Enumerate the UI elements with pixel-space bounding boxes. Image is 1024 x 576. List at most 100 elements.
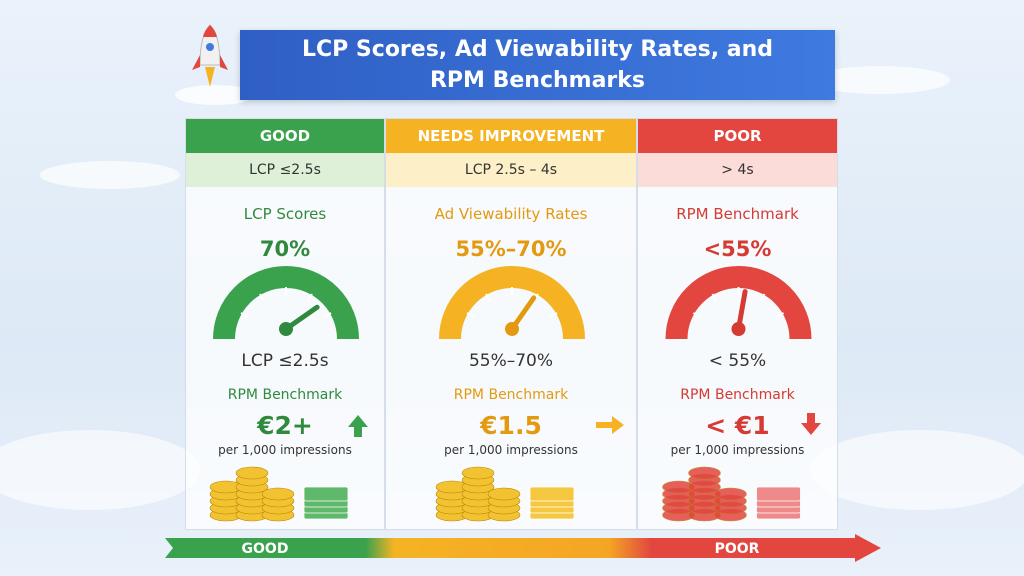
threshold: LCP ≤2.5s bbox=[186, 153, 384, 187]
column-header: NEEDS IMPROVEMENT bbox=[386, 119, 636, 153]
coin bbox=[435, 487, 469, 501]
banknote bbox=[303, 504, 349, 520]
gauge bbox=[213, 266, 359, 340]
coin bbox=[662, 508, 695, 522]
gauge-tick bbox=[759, 293, 766, 302]
rpm-label: RPM Benchmark bbox=[680, 387, 795, 403]
coin bbox=[487, 487, 521, 501]
gauge-label: 55%–70% bbox=[468, 351, 554, 371]
gauge-hub bbox=[279, 322, 293, 336]
banknote bbox=[756, 486, 801, 502]
banknote bbox=[529, 504, 575, 520]
metric-value: 70% bbox=[259, 237, 311, 261]
metric-title: Ad Viewability Rates bbox=[434, 205, 588, 223]
gauge bbox=[665, 266, 812, 340]
gauge-tick bbox=[485, 293, 491, 302]
banknote bbox=[756, 504, 801, 520]
scale-end: POOR bbox=[715, 541, 760, 557]
banknote bbox=[303, 486, 349, 502]
metric-value: <55% bbox=[703, 237, 772, 261]
gauge-needle bbox=[509, 295, 537, 332]
metric-value: 55%–70% bbox=[455, 237, 567, 261]
gauge-tick bbox=[711, 293, 718, 302]
title-line: RPM Benchmarks bbox=[429, 68, 645, 93]
gauge-label: LCP ≤2.5s bbox=[241, 351, 329, 371]
threshold: > 4s bbox=[638, 153, 837, 187]
coin bbox=[261, 494, 295, 508]
coin bbox=[435, 480, 469, 494]
banknote bbox=[756, 498, 801, 514]
gauge-tick bbox=[307, 293, 313, 302]
coin bbox=[714, 494, 747, 508]
metric-title: RPM Benchmark bbox=[676, 205, 799, 223]
coin bbox=[235, 480, 269, 494]
coin bbox=[461, 466, 495, 480]
coin bbox=[435, 501, 469, 515]
coin bbox=[688, 487, 721, 501]
gauge-tick bbox=[549, 312, 558, 318]
rpm-note: per 1,000 impressions bbox=[670, 443, 805, 457]
scale-start: GOOD bbox=[242, 541, 289, 557]
metric-title: LCP Scores bbox=[243, 205, 327, 223]
coin bbox=[461, 501, 495, 515]
banknote bbox=[303, 498, 349, 514]
coin bbox=[235, 473, 269, 487]
rpm-label: RPM Benchmark bbox=[227, 387, 343, 403]
coin bbox=[235, 487, 269, 501]
column: GOOD LCP ≤2.5s LCP Scores 70% LCP ≤2.5s RPM B… bbox=[185, 118, 385, 530]
gauge-tick bbox=[776, 312, 785, 318]
coin bbox=[487, 508, 521, 522]
banknote bbox=[529, 486, 575, 502]
coin bbox=[688, 480, 721, 494]
gauge-label: < 55% bbox=[708, 351, 767, 371]
title-banner: LCP Scores, Ad Viewability Rates, and RP… bbox=[240, 30, 835, 100]
coin bbox=[235, 494, 269, 508]
banknote bbox=[529, 492, 575, 508]
gauge-needle bbox=[736, 289, 748, 332]
coin bbox=[461, 480, 495, 494]
title-line: LCP Scores, Ad Viewability Rates, and bbox=[301, 37, 773, 62]
coin bbox=[688, 501, 721, 515]
coin bbox=[714, 487, 747, 501]
coin bbox=[688, 494, 721, 508]
column: NEEDS IMPROVEMENT LCP 2.5s – 4s Ad Viewabi… bbox=[385, 118, 637, 530]
gauge-tick bbox=[466, 312, 475, 318]
coin bbox=[235, 501, 269, 515]
coin bbox=[662, 494, 695, 508]
coin bbox=[662, 487, 695, 501]
coin bbox=[261, 508, 295, 522]
coin bbox=[461, 508, 495, 522]
gauge-hub bbox=[731, 322, 746, 336]
coin bbox=[461, 487, 495, 501]
coin bbox=[235, 508, 269, 522]
rpm-note: per 1,000 impressions bbox=[444, 443, 578, 457]
coin bbox=[261, 487, 295, 501]
coin bbox=[487, 494, 521, 508]
coin bbox=[688, 466, 721, 480]
coin bbox=[688, 473, 721, 487]
column-header: POOR bbox=[638, 119, 837, 153]
coin bbox=[662, 480, 695, 494]
coin bbox=[435, 508, 469, 522]
coin bbox=[209, 494, 243, 508]
gauge-tick bbox=[259, 293, 265, 302]
gauge bbox=[439, 266, 585, 340]
banknote bbox=[303, 492, 349, 508]
coin bbox=[209, 480, 243, 494]
coin bbox=[662, 501, 695, 515]
coin bbox=[714, 501, 747, 515]
rpm-value: €1.5 bbox=[480, 411, 542, 440]
rpm-label: RPM Benchmark bbox=[453, 387, 569, 403]
coin bbox=[714, 508, 747, 522]
coin bbox=[461, 473, 495, 487]
coin bbox=[487, 501, 521, 515]
column-header: GOOD bbox=[186, 119, 384, 153]
gauge-tick bbox=[533, 293, 539, 302]
gauge-needle bbox=[283, 304, 320, 332]
rpm-value: < €1 bbox=[705, 411, 770, 440]
rpm-value: €2+ bbox=[257, 411, 313, 440]
gauge-tick bbox=[692, 312, 701, 318]
column: POOR > 4s RPM Benchmark <55% < 55% RPM Benchm… bbox=[637, 118, 838, 530]
